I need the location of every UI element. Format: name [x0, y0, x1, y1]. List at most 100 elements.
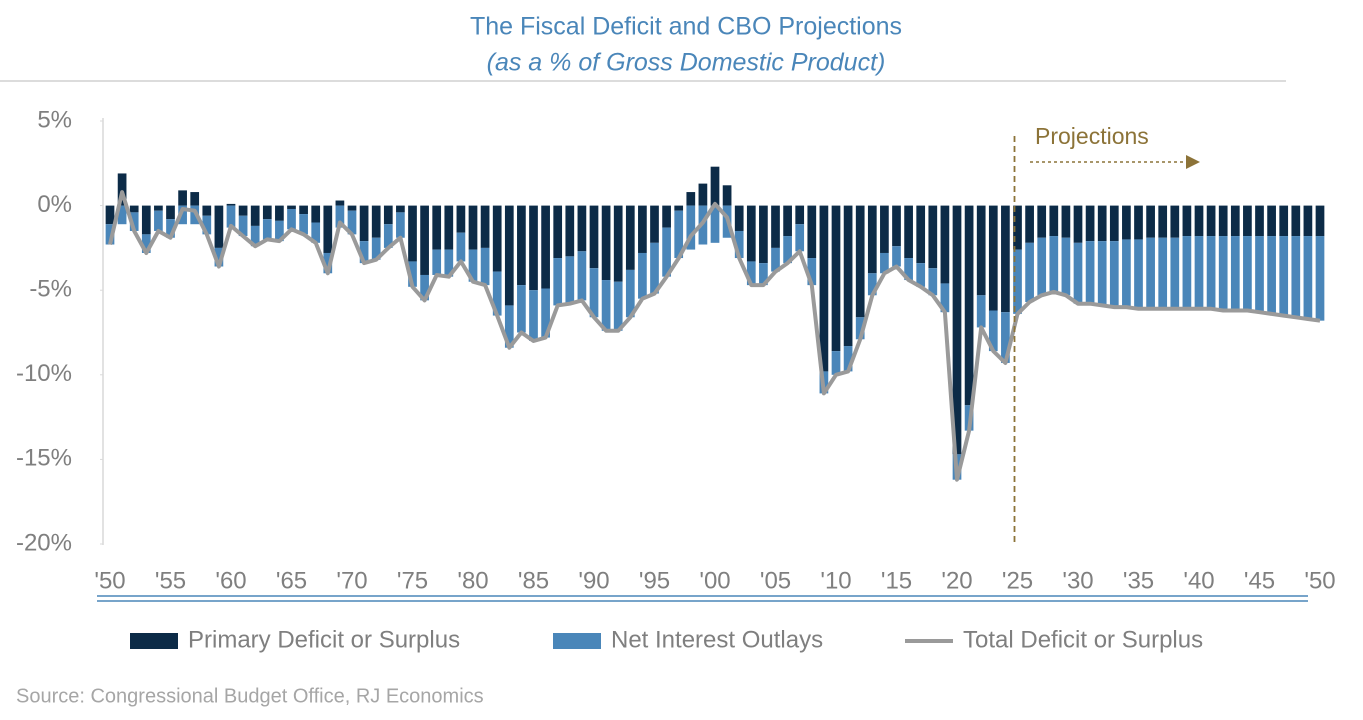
- bar: [638, 205, 647, 253]
- bar: [710, 166, 720, 206]
- bar: [1085, 205, 1095, 242]
- bar: [1206, 205, 1216, 237]
- bar: [952, 205, 962, 455]
- bar: [468, 249, 478, 282]
- bar: [1267, 236, 1276, 314]
- bar: [468, 205, 478, 250]
- bar: [359, 205, 369, 242]
- bar: [916, 205, 926, 264]
- bar: [1013, 205, 1022, 250]
- bar: [988, 310, 998, 352]
- bar: [1206, 236, 1216, 309]
- legend-label: Primary Deficit or Surplus: [188, 626, 460, 653]
- bar: [420, 205, 429, 275]
- bar: [456, 232, 466, 262]
- bar: [855, 205, 865, 318]
- bar: [759, 263, 768, 286]
- bar: [759, 205, 768, 264]
- bar: [432, 249, 442, 275]
- bar: [541, 205, 550, 289]
- bar: [855, 317, 865, 340]
- x-tick-label: '35: [1123, 567, 1154, 594]
- bar: [904, 205, 913, 259]
- bar: [371, 205, 381, 238]
- bar: [1025, 242, 1034, 303]
- bar: [141, 205, 151, 235]
- x-tick-label: '75: [397, 567, 428, 594]
- bar: [843, 205, 853, 347]
- bar: [408, 261, 417, 287]
- bar: [117, 173, 127, 206]
- bar: [1194, 205, 1204, 237]
- x-tick-label: '05: [760, 567, 791, 594]
- bar: [1279, 236, 1289, 316]
- chart-subtitle: (as a % of Gross Domestic Product): [487, 49, 886, 77]
- bar: [553, 258, 563, 306]
- bar: [408, 205, 417, 262]
- bar: [371, 237, 381, 260]
- x-tick-label: '15: [881, 567, 912, 594]
- bar: [492, 271, 502, 316]
- bar: [1291, 205, 1301, 237]
- bar: [226, 203, 236, 206]
- bar: [795, 205, 805, 225]
- x-tick-label: '90: [578, 567, 609, 594]
- bar: [1230, 236, 1240, 311]
- bar: [662, 227, 671, 277]
- x-tick-label: '10: [820, 567, 851, 594]
- bar: [613, 281, 623, 331]
- bar: [1146, 205, 1155, 238]
- bar: [892, 246, 901, 267]
- bar: [795, 224, 805, 252]
- bar: [1109, 241, 1119, 308]
- bar: [867, 273, 877, 296]
- x-tick-label: '50: [94, 567, 125, 594]
- bar: [262, 205, 272, 220]
- bar: [250, 225, 260, 247]
- bar: [178, 205, 187, 225]
- bar: [831, 351, 841, 375]
- bar: [202, 215, 212, 235]
- bar: [456, 205, 466, 233]
- bar: [553, 205, 563, 259]
- bar: [178, 190, 187, 206]
- bar: [577, 205, 587, 252]
- x-tick-label: '40: [1183, 567, 1214, 594]
- bar: [323, 205, 333, 253]
- bar: [940, 283, 950, 313]
- bar: [1097, 205, 1107, 242]
- x-tick-label: '50: [1304, 567, 1335, 594]
- bar: [214, 205, 224, 248]
- bar: [287, 205, 296, 209]
- bar: [771, 205, 780, 248]
- bar: [565, 205, 575, 257]
- bar: [238, 215, 248, 237]
- bar: [262, 219, 272, 240]
- x-tick-label: '70: [336, 567, 367, 594]
- bar: [214, 247, 224, 267]
- bar: [1097, 241, 1107, 306]
- bar: [420, 274, 429, 301]
- bar: [1170, 205, 1180, 238]
- bar: [347, 205, 357, 211]
- bar: [238, 205, 248, 216]
- bar: [1243, 205, 1252, 237]
- bar: [1170, 237, 1180, 309]
- bar: [1122, 205, 1131, 240]
- bar: [250, 205, 260, 226]
- bar: [1315, 205, 1325, 237]
- bar: [529, 290, 538, 341]
- x-tick-label: '65: [276, 567, 307, 594]
- bar: [1158, 205, 1168, 238]
- bar: [1243, 236, 1252, 311]
- bar: [964, 205, 974, 406]
- x-tick-label: '25: [1002, 567, 1033, 594]
- bar: [129, 212, 139, 231]
- bar: [105, 205, 115, 225]
- y-tick-label: 5%: [37, 106, 72, 133]
- chart-title: The Fiscal Deficit and CBO Projections: [470, 13, 902, 41]
- bar: [383, 205, 393, 225]
- bar: [1025, 205, 1034, 243]
- bar: [1255, 205, 1264, 237]
